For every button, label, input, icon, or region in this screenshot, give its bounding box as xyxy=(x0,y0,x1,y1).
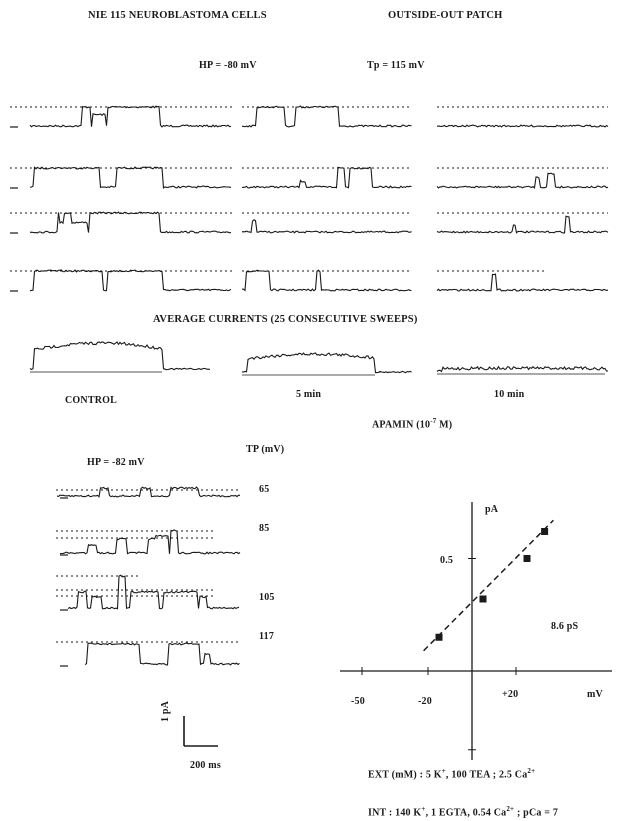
iv-x-label: mV xyxy=(587,689,603,700)
single-channel-sweep xyxy=(241,166,412,189)
tp-value-65: 65 xyxy=(259,484,270,495)
condition-label-5min: 5 min xyxy=(296,389,322,400)
scale-bar-time-label: 200 ms xyxy=(190,760,221,771)
scale-bar xyxy=(183,716,218,747)
drug-label: APAMIN (10-7 M) xyxy=(372,417,453,431)
test-potential-top: Tp = 115 mV xyxy=(367,60,425,71)
conductance-label: 8.6 pS xyxy=(551,621,579,632)
single-channel-sweep xyxy=(29,211,232,234)
holding-potential-bottom: HP = -82 mV xyxy=(87,457,145,468)
tp-value-85: 85 xyxy=(259,523,270,534)
iv-tick-marks xyxy=(361,558,517,751)
single-channel-sweep xyxy=(436,215,609,234)
average-current-trace xyxy=(29,341,211,371)
average-current-trace xyxy=(241,352,412,374)
iv-data-point xyxy=(541,528,549,535)
condition-label-10min: 10 min xyxy=(494,389,525,400)
tp-column-header: TP (mV) xyxy=(246,444,285,455)
holding-potential-top: HP = -80 mV xyxy=(199,60,257,71)
single-channel-sweep xyxy=(436,273,609,292)
iv-data-point xyxy=(523,555,531,562)
iv-y-tick-label-05: 0.5 xyxy=(440,555,454,566)
tp-value-117: 117 xyxy=(259,631,275,642)
voltage-step-sweep xyxy=(56,486,241,498)
condition-label-control: CONTROL xyxy=(65,395,117,406)
tp-value-105: 105 xyxy=(259,592,275,603)
iv-x-tick-label-neg50: -50 xyxy=(351,696,365,707)
single-channel-sweep xyxy=(29,105,232,128)
single-channel-sweep xyxy=(241,105,412,128)
average-current-traces xyxy=(29,341,608,376)
voltage-step-sweeps xyxy=(56,486,241,667)
single-channel-sweep xyxy=(436,172,609,189)
iv-x-tick-label-neg20: -20 xyxy=(418,696,432,707)
single-channel-sweep xyxy=(436,124,609,128)
patch-type-title: OUTSIDE-OUT PATCH xyxy=(388,10,503,21)
cell-type-title: NIE 115 NEUROBLASTOMA CELLS xyxy=(88,10,267,21)
iv-y-label: pA xyxy=(485,504,499,515)
iv-data-point xyxy=(435,633,443,641)
iv-x-tick-label-pos20: +20 xyxy=(502,689,519,700)
average-currents-title: AVERAGE CURRENTS (25 CONSECUTIVE SWEEPS) xyxy=(153,314,418,325)
single-channel-sweep xyxy=(29,166,232,189)
iv-data-points xyxy=(435,528,549,641)
trace-grid xyxy=(10,105,609,376)
average-current-trace xyxy=(436,365,608,373)
voltage-step-sweep xyxy=(67,574,240,610)
iv-data-point xyxy=(479,595,487,603)
voltage-step-sweep xyxy=(59,529,241,555)
external-solution: EXT (mM) : 5 K+, 100 TEA ; 2.5 Ca2+ xyxy=(368,767,536,781)
voltage-step-sweep xyxy=(84,642,240,666)
internal-solution: INT : 140 K+, 1 EGTA, 0.54 Ca2+ ; pCa = … xyxy=(368,805,559,819)
single-channel-sweep xyxy=(241,219,412,234)
iv-fit-line xyxy=(423,519,554,652)
single-channel-sweeps xyxy=(10,105,609,292)
single-channel-sweep xyxy=(241,269,412,292)
single-channel-sweep xyxy=(29,269,232,292)
